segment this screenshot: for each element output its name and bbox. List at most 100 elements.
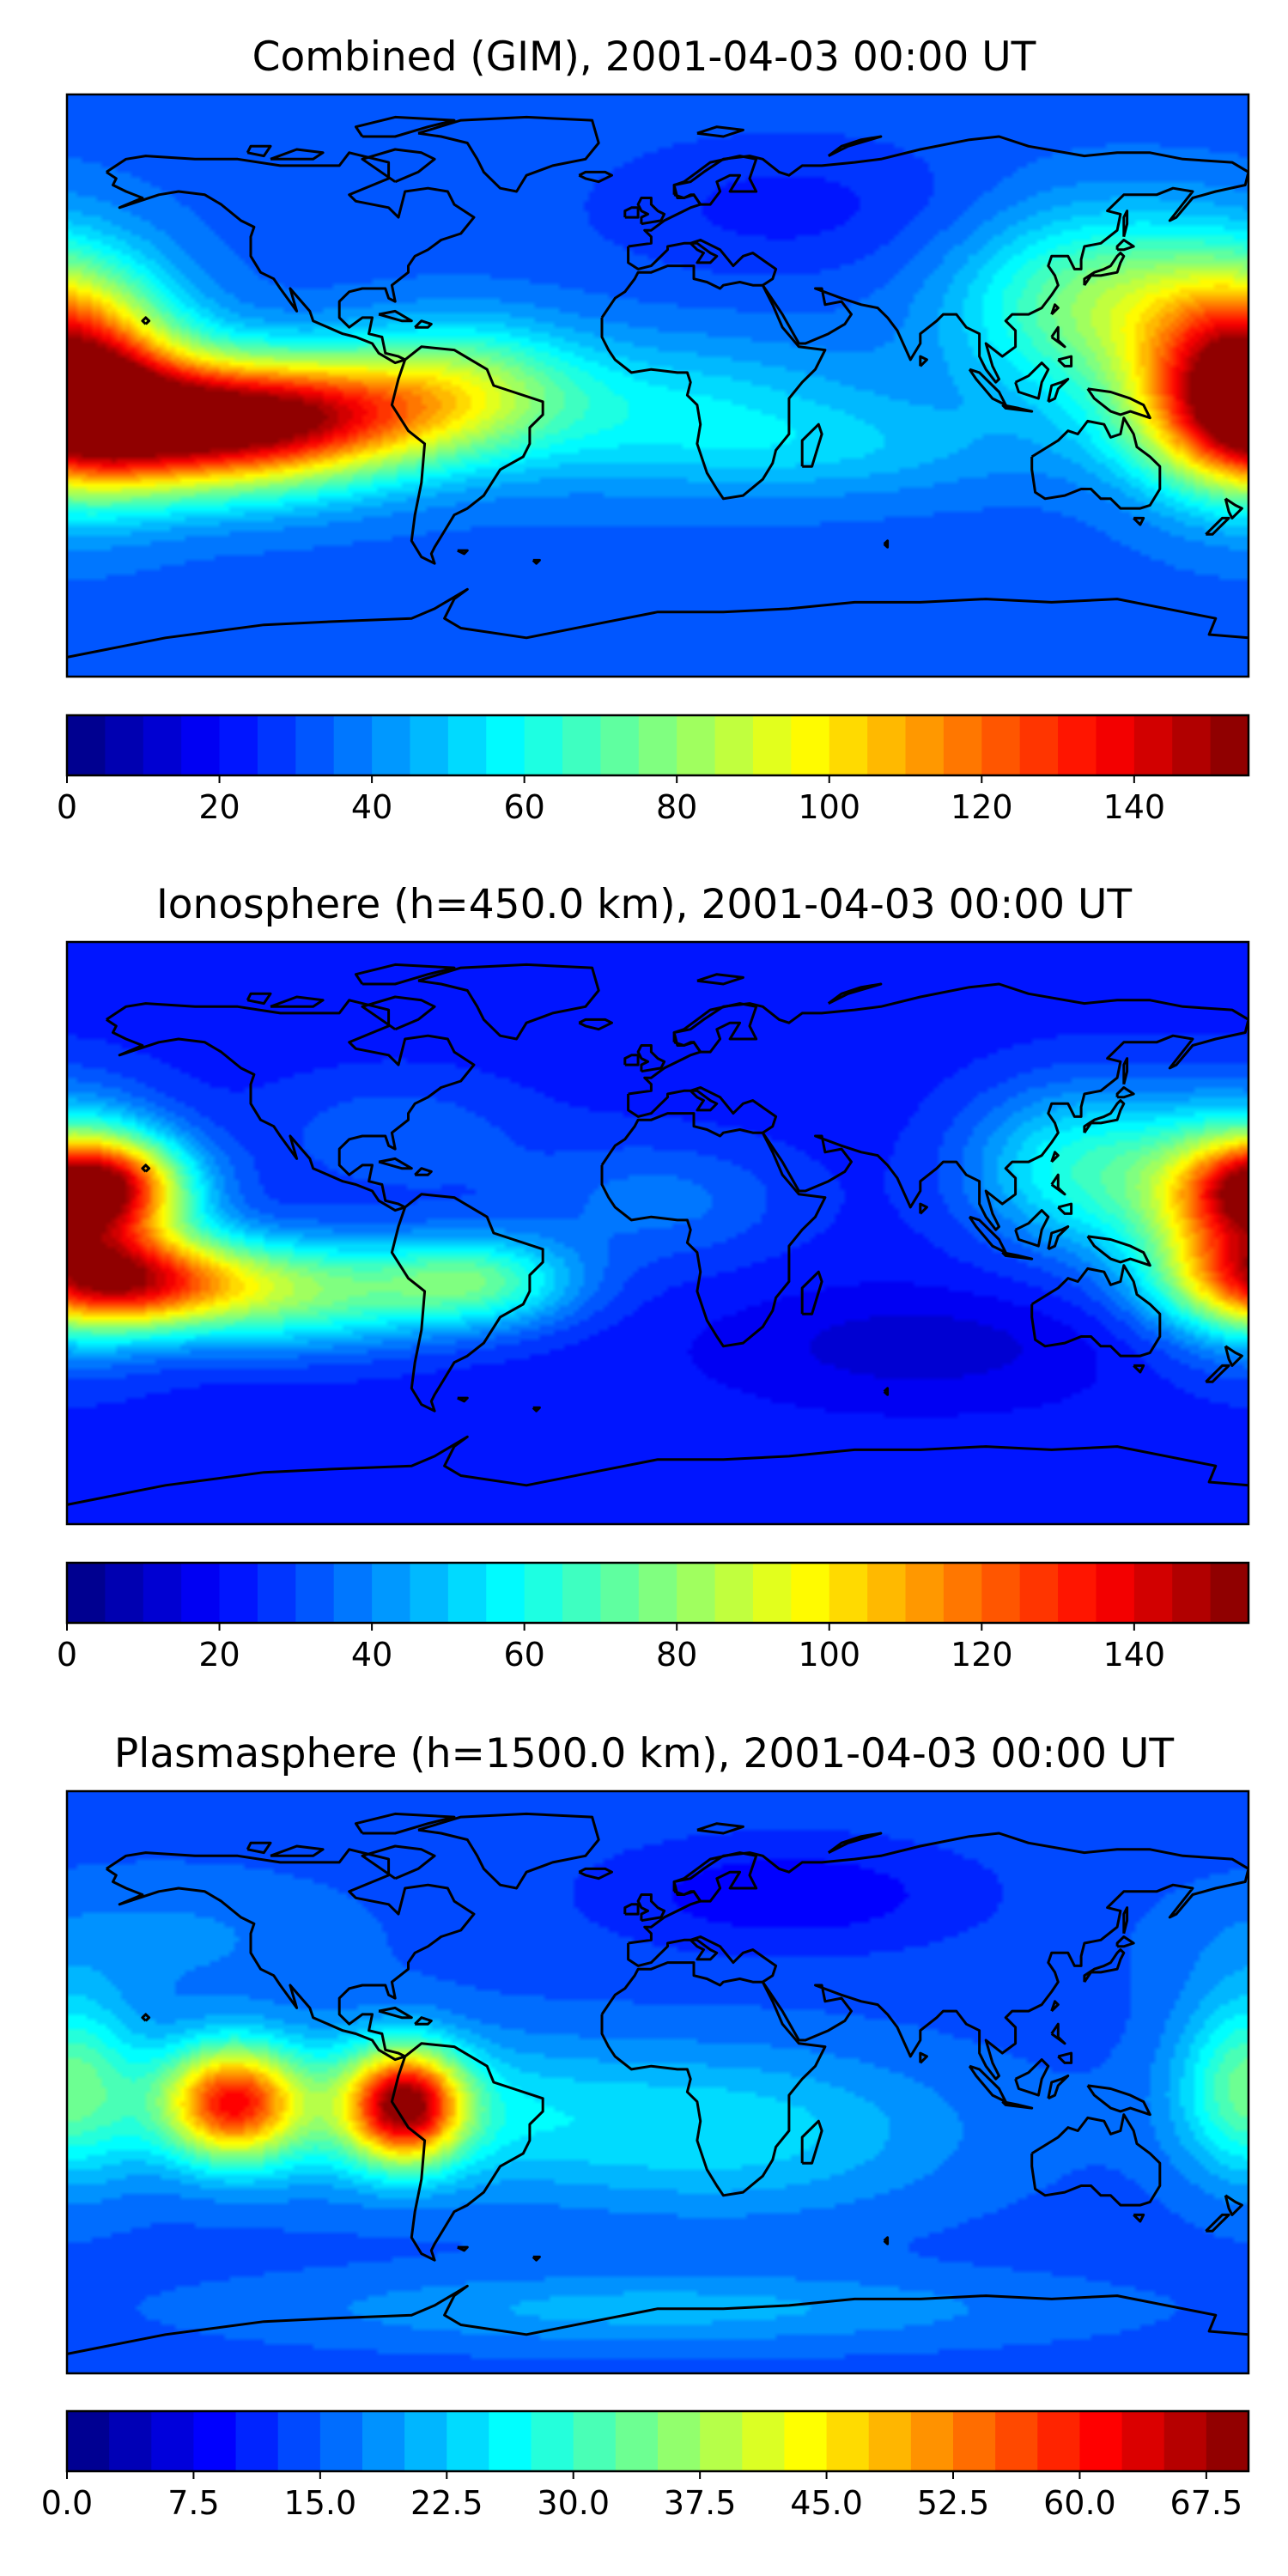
colorbar-segment [67,1563,106,1623]
coastline-antarctica [67,1435,1249,1506]
colorbar-tick-label: 7.5 [167,2484,219,2522]
colorbar-segment [67,2411,110,2471]
colorbar-tick-label: 140 [1103,788,1166,826]
colorbar-segment [905,1563,945,1623]
coastline-tasmania [1133,2213,1145,2223]
coastline-tasmania [1133,1364,1145,1374]
coastline-sulawesi [1047,2075,1070,2100]
coastline-luzon [1050,2022,1066,2045]
coastline-kerguelen [883,1387,890,1396]
coastline-britain [636,1893,666,1923]
colorbar-segment [67,715,106,775]
coastline-africa [600,264,827,501]
coastline-ellesmere [354,963,456,986]
colorbar-tick-label: 40 [351,1636,392,1674]
colorbar-tick-label: 37.5 [664,2484,737,2522]
coastline-mindanao [1057,355,1073,368]
coastline-mindanao [1057,1202,1073,1215]
coastline-japan [1083,252,1126,287]
colorbar-tick-label: 67.5 [1170,2484,1243,2522]
coastline-new-zealand-south [1205,2213,1230,2233]
colorbar-segment [658,2411,701,2471]
coastline-japan [1083,1099,1126,1134]
colorbar-segment [562,1563,602,1623]
colorbar-segment [447,2411,490,2471]
colorbar-segment [447,715,487,775]
colorbar-segment [277,2411,321,2471]
colorbar-tick-label: 60 [503,1636,544,1674]
coastline-hokkaido [1115,239,1135,252]
panel-title: Combined (GIM), 2001-04-03 00:00 UT [252,33,1036,81]
tec-field [67,1791,1249,2373]
coastline-ireland [623,206,640,219]
colorbar-tick-label: 30.0 [537,2484,610,2522]
coastline-eurasia [627,1832,1249,2081]
colorbar-segment [1058,1563,1097,1623]
coastline-sakhalin [1122,210,1129,238]
colorbar-segment [943,1563,982,1623]
coastline-svalbard [696,973,744,986]
coastline-sakhalin [1122,1057,1129,1085]
colorbar-segment [295,715,335,775]
coastline-new-zealand-south [1205,1364,1230,1383]
colorbar-segment [151,2411,195,2471]
tec-map [65,1789,1250,2375]
coastline-taiwan [1050,303,1060,316]
coastline-madagascar [800,1270,823,1315]
coastline-banks [246,1841,272,1855]
coastline-kerguelen [883,539,890,549]
colorbar-segment [1019,715,1059,775]
coastline-south-america [390,345,544,565]
colorbar: 0 20 40 60 80 100 120 140 [57,1561,1250,1674]
colorbar: 0.0 7.5 15.0 22.5 30.0 37.5 45.0 52.5 60.0 67.5 [41,2409,1250,2522]
coastline-victoria-island [270,1844,325,1857]
coastline-iceland [578,1018,613,1031]
colorbar-segment [791,1563,830,1623]
colorbar-segment [219,715,258,775]
colorbar-segment [109,2411,152,2471]
colorbar-segment [1172,715,1212,775]
colorbar-segment [372,715,411,775]
coastline-ireland [623,1903,640,1916]
coastline-madagascar [800,2119,823,2165]
colorbar-segment [257,715,296,775]
colorbar-segment [193,2411,237,2471]
colorbar-segment [410,715,449,775]
coastline-victoria-island [270,148,325,161]
coastline-new-guinea [1086,387,1151,420]
coastline-novaya-zemlya [827,135,883,157]
coastline-taiwan [1050,2000,1060,2013]
coastline-new-zealand-north [1224,2194,1243,2216]
coastline-south-georgia [532,1406,541,1413]
colorbar-segment [600,1563,640,1623]
colorbar-segment [868,2411,912,2471]
colorbar-segment [1133,715,1173,775]
colorbar-segment [1058,715,1097,775]
colorbar-segment [600,715,640,775]
coastline-scandinavia [672,1851,758,1903]
coastline-ellesmere [354,1812,456,1835]
colorbar-tick-label: 120 [951,1636,1013,1674]
coastline-iceland [578,170,613,184]
colorbar-segment [235,2411,279,2471]
colorbar-segment [981,715,1021,775]
coastline-south-georgia [532,558,541,565]
colorbar-segment [615,2411,659,2471]
tec-field [67,94,1249,677]
colorbar-tick-label: 80 [656,1636,697,1674]
colorbar-tick-label: 52.5 [917,2484,990,2522]
coastlines [67,1812,1249,2355]
coastlines [67,115,1249,659]
map-panel-2: Ionosphere (h=450.0 km), 2001-04-03 00:0… [57,881,1250,1674]
colorbar-segment [562,715,602,775]
colorbar-segment [257,1563,296,1623]
colorbar-segment [143,715,182,775]
colorbar-segment [784,2411,828,2471]
colorbar-tick-label: 0.0 [41,2484,93,2522]
colorbar-segment [826,2411,870,2471]
coastline-falklands [457,549,469,556]
colorbar-tick-label: 100 [798,1636,860,1674]
colorbar-segment [829,1563,868,1623]
colorbar-tick-label: 60 [503,788,544,826]
